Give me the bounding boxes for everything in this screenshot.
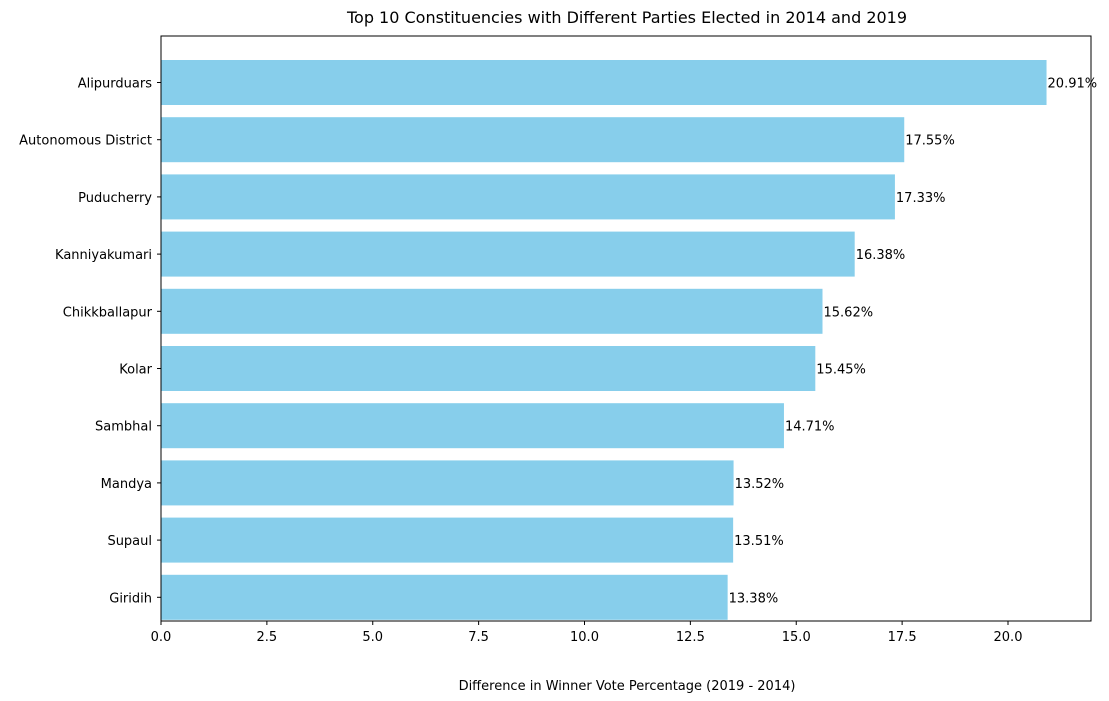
x-tick-label: 7.5 [468,630,489,645]
y-tick-label: Mandya [101,477,152,492]
bar-value-label: 14.71% [785,420,835,435]
y-axis-ticks: Alipurduars Autonomous District Puducherry… [19,77,161,606]
data-labels-group: 20.91% 17.55% 17.33% 16.38% 15.62% 15.45% 14.7… [729,77,1097,607]
y-tick-label: Kolar [119,363,152,378]
bar-value-label: 15.62% [824,305,874,320]
bar [161,60,1047,105]
y-tick-label: Puducherry [78,191,152,206]
x-tick-label: 17.5 [888,630,917,645]
bar-value-label: 17.55% [905,134,955,149]
bar [161,231,855,277]
bar-value-label: 20.91% [1048,77,1098,92]
bar [161,346,816,391]
bar-value-label: 13.38% [729,591,779,606]
bar-value-label: 13.51% [734,534,784,549]
x-tick-label: 12.5 [676,630,705,645]
x-tick-label: 15.0 [782,630,811,645]
x-tick-label: 20.0 [994,630,1023,645]
y-tick-label: Supaul [107,534,152,549]
chart-title: Top 10 Constituencies with Different Par… [346,8,907,27]
x-axis-ticks: 0.0 2.5 5.0 7.5 10.0 12.5 15.0 17.5 20.0 [151,621,1023,645]
bar [161,460,734,506]
bar [161,174,895,220]
x-tick-label: 2.5 [257,630,278,645]
x-tick-label: 5.0 [362,630,383,645]
y-tick-label: Kanniyakumari [55,248,152,263]
bar-value-label: 13.52% [735,477,785,492]
bar [161,517,734,563]
y-tick-label: Chikkballapur [63,305,153,320]
bar-value-label: 17.33% [896,191,946,206]
bar [161,403,784,449]
x-tick-label: 10.0 [570,630,599,645]
y-tick-label: Autonomous District [19,134,152,149]
y-tick-label: Giridih [109,591,152,606]
y-tick-label: Alipurduars [78,77,153,92]
x-axis-label: Difference in Winner Vote Percentage (20… [459,679,796,694]
bars-group [161,60,1047,620]
bar-value-label: 15.45% [816,363,866,378]
x-tick-label: 0.0 [151,630,172,645]
y-tick-label: Sambhal [95,420,152,435]
bar [161,288,823,334]
plot-frame [160,35,1092,622]
bar [161,117,905,163]
bar [161,574,728,620]
bar-value-label: 16.38% [856,248,906,263]
